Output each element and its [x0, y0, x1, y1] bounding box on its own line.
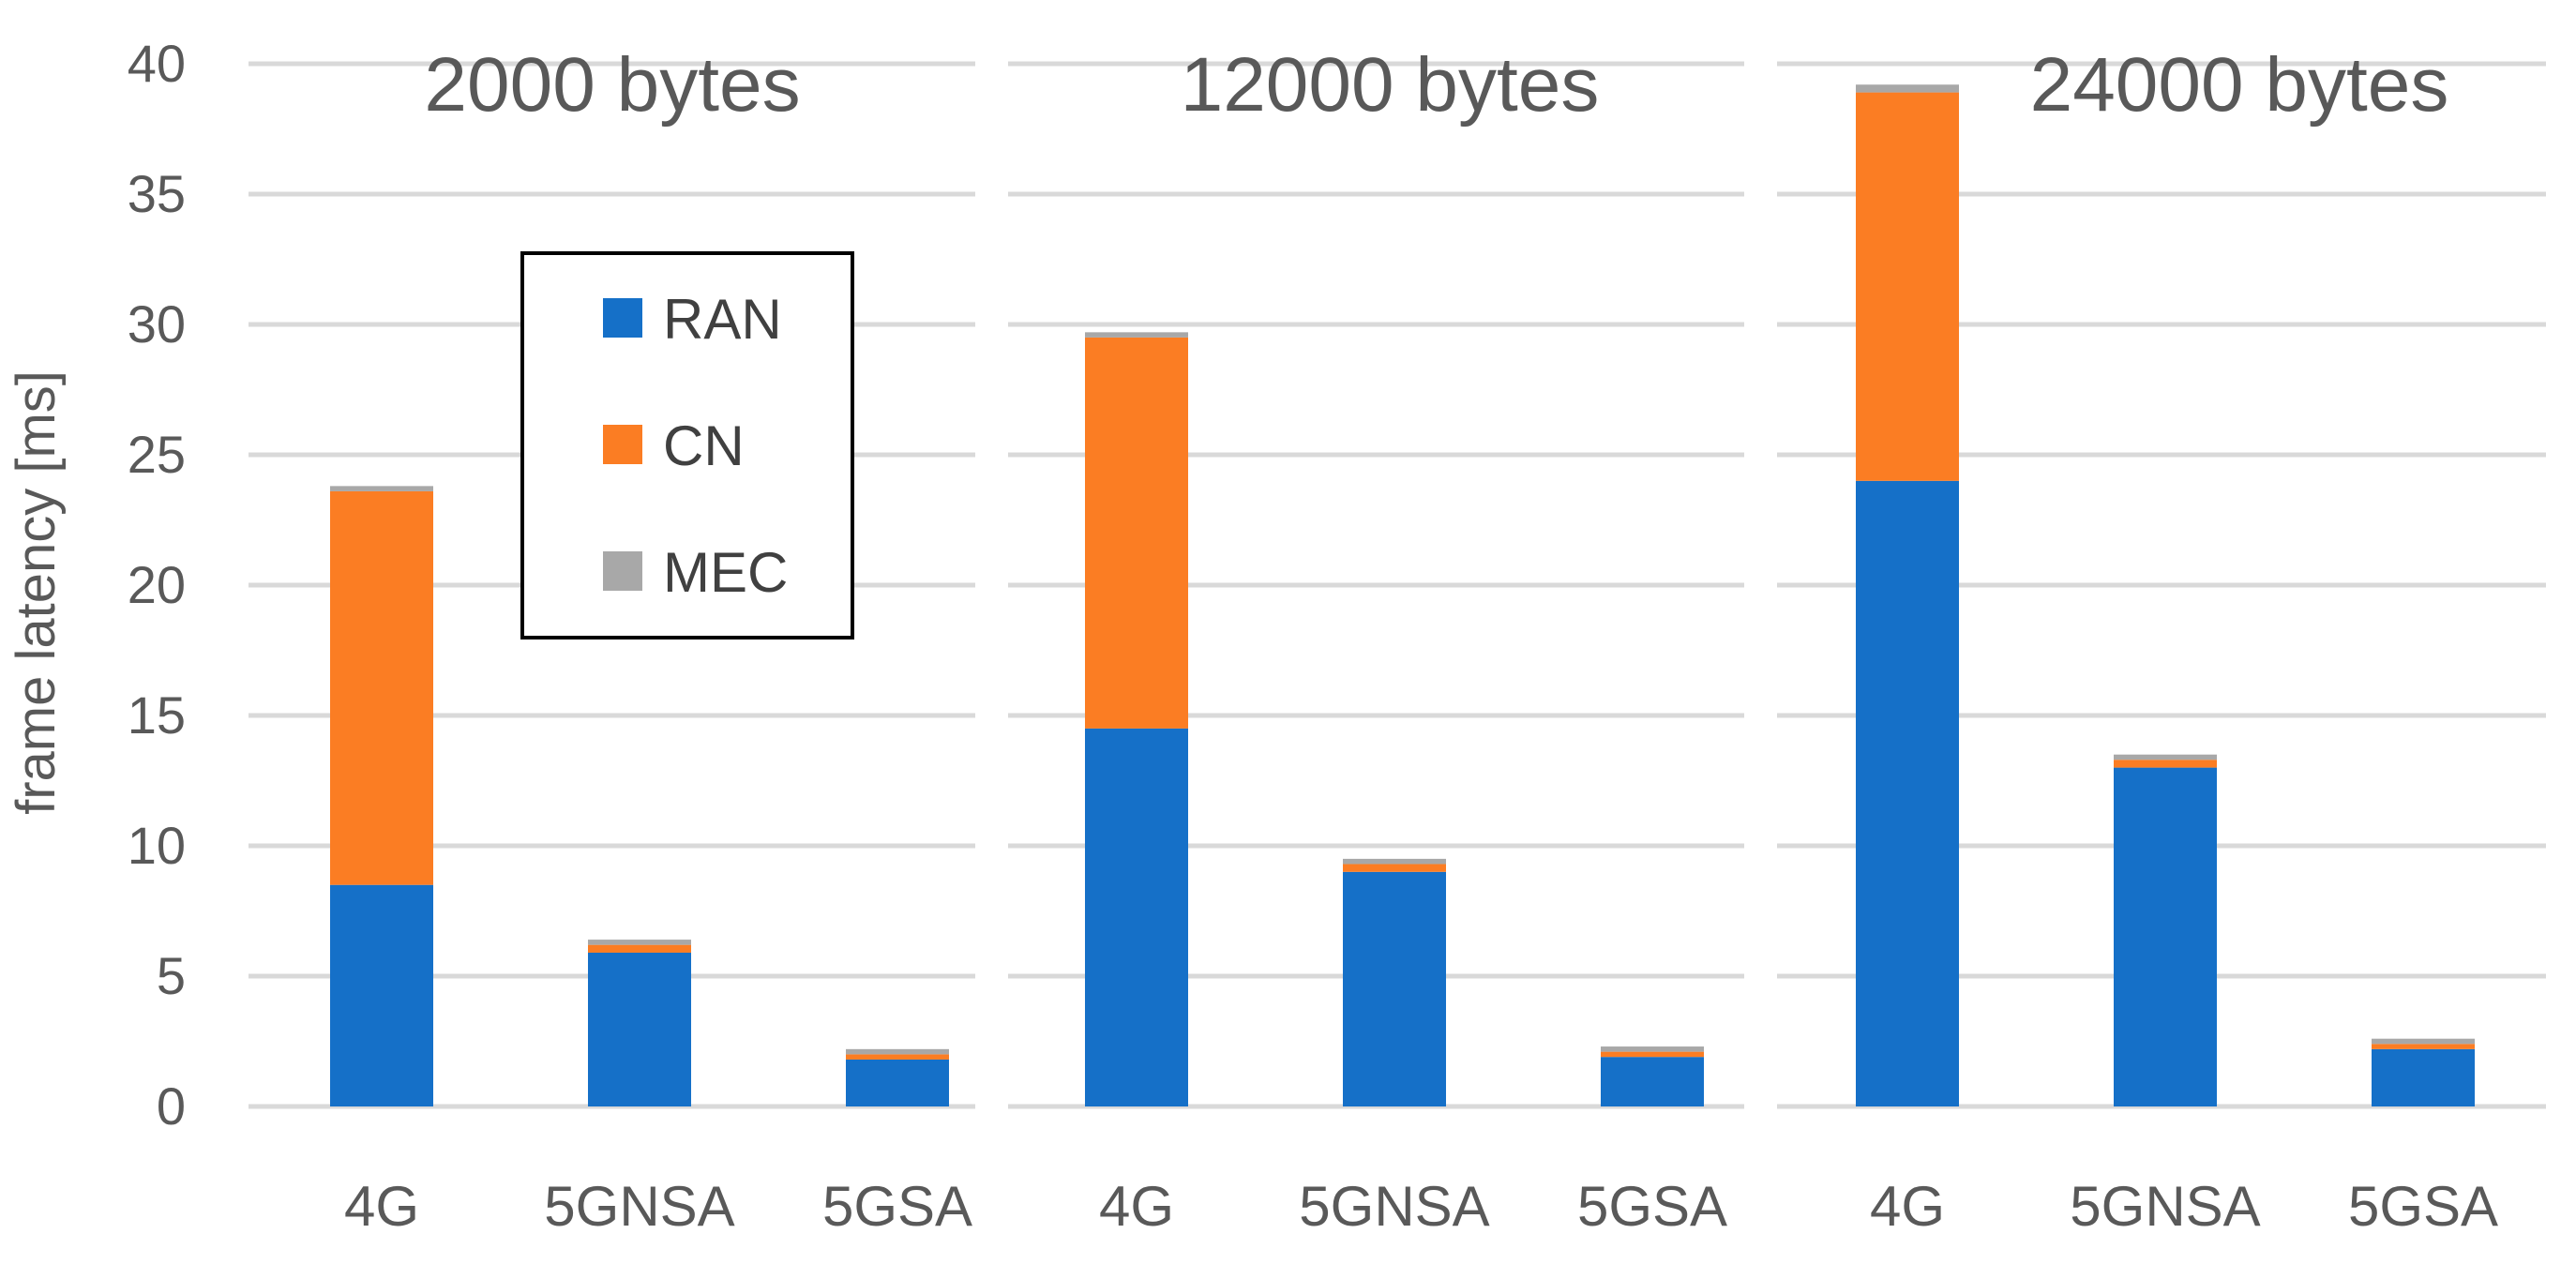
bar-2000-bytes-4G-CN	[330, 490, 433, 885]
bar-2000-bytes-4G-RAN	[330, 884, 433, 1106]
y-tick-label-20: 20	[128, 555, 186, 614]
panel-title-3: 24000 bytes	[2030, 42, 2449, 128]
bar-12000-bytes-4G-CN	[1085, 337, 1188, 729]
bar-12000-bytes-5GNSA-MEC	[1343, 858, 1446, 865]
bar-2000-bytes-5GSA-MEC	[846, 1048, 949, 1055]
y-tick-label-15: 15	[128, 685, 186, 745]
bar-12000-bytes-4G-MEC	[1085, 332, 1188, 338]
legend-swatch-mec	[603, 551, 642, 591]
bar-2000-bytes-5GSA-CN	[846, 1054, 949, 1060]
bar-24000-bytes-5GNSA-MEC	[2114, 754, 2217, 760]
bar-2000-bytes-5GNSA-CN	[588, 944, 691, 953]
bar-24000-bytes-5GNSA-CN	[2114, 760, 2217, 768]
legend: RAN CN MEC	[520, 251, 854, 640]
bar-24000-bytes-4G-RAN	[1856, 480, 1959, 1106]
y-tick-label-30: 30	[128, 294, 186, 354]
bar-24000-bytes-4G-CN	[1856, 92, 1959, 481]
category-label-panel-1-4G: 4G	[344, 1175, 419, 1238]
category-labels: 4G 5GNSA 5GSA 4G 5GNSA 5GSA 4G 5GNSA 5GSA	[344, 1175, 2498, 1238]
category-label-panel-2-4G: 4G	[1099, 1175, 1174, 1238]
legend-label-mec: MEC	[663, 541, 788, 604]
bar-24000-bytes-5GSA-MEC	[2372, 1038, 2475, 1045]
bar-24000-bytes-4G-MEC	[1856, 84, 1959, 93]
y-axis-title: frame latency [ms]	[6, 370, 67, 815]
bar-2000-bytes-5GSA-RAN	[846, 1059, 949, 1106]
bar-2000-bytes-5GNSA-MEC	[588, 940, 691, 945]
y-tick-label-0: 0	[157, 1076, 186, 1136]
category-label-panel-2-5GSA: 5GSA	[1577, 1175, 1727, 1238]
bar-24000-bytes-5GSA-RAN	[2372, 1048, 2475, 1106]
legend-label-ran: RAN	[663, 288, 782, 351]
bar-2000-bytes-5GNSA-RAN	[588, 952, 691, 1106]
category-label-panel-3-5GSA: 5GSA	[2348, 1175, 2498, 1238]
panel-title-1: 2000 bytes	[424, 42, 800, 128]
y-axis-ticks: 0 5 10 15 20 25 30 35 40	[128, 34, 186, 1136]
legend-box	[520, 251, 854, 640]
bar-12000-bytes-5GSA-MEC	[1601, 1046, 1704, 1052]
category-label-panel-1-5GNSA: 5GNSA	[544, 1175, 734, 1238]
legend-swatch-cn	[603, 425, 642, 464]
category-label-panel-2-5GNSA: 5GNSA	[1299, 1175, 1489, 1238]
y-tick-label-25: 25	[128, 425, 186, 484]
y-tick-label-35: 35	[128, 164, 186, 223]
y-tick-label-5: 5	[157, 946, 186, 1005]
legend-label-cn: CN	[663, 414, 745, 477]
bar-24000-bytes-5GSA-CN	[2372, 1044, 2475, 1049]
bar-12000-bytes-5GNSA-CN	[1343, 864, 1446, 872]
category-label-panel-3-4G: 4G	[1870, 1175, 1945, 1238]
y-tick-label-40: 40	[128, 34, 186, 93]
legend-swatch-ran	[603, 298, 642, 338]
bar-12000-bytes-5GSA-RAN	[1601, 1057, 1704, 1106]
panel-title-2: 12000 bytes	[1181, 42, 1600, 128]
bars	[330, 84, 2475, 1106]
bar-12000-bytes-5GNSA-RAN	[1343, 871, 1446, 1106]
bar-12000-bytes-4G-RAN	[1085, 728, 1188, 1106]
bar-2000-bytes-4G-MEC	[330, 486, 433, 491]
bar-12000-bytes-5GSA-CN	[1601, 1051, 1704, 1058]
y-tick-label-10: 10	[128, 816, 186, 875]
panel-titles: 2000 bytes 12000 bytes 24000 bytes	[424, 42, 2448, 128]
category-label-panel-1-5GSA: 5GSA	[822, 1175, 972, 1238]
category-label-panel-3-5GNSA: 5GNSA	[2070, 1175, 2260, 1238]
bar-24000-bytes-5GNSA-RAN	[2114, 767, 2217, 1106]
